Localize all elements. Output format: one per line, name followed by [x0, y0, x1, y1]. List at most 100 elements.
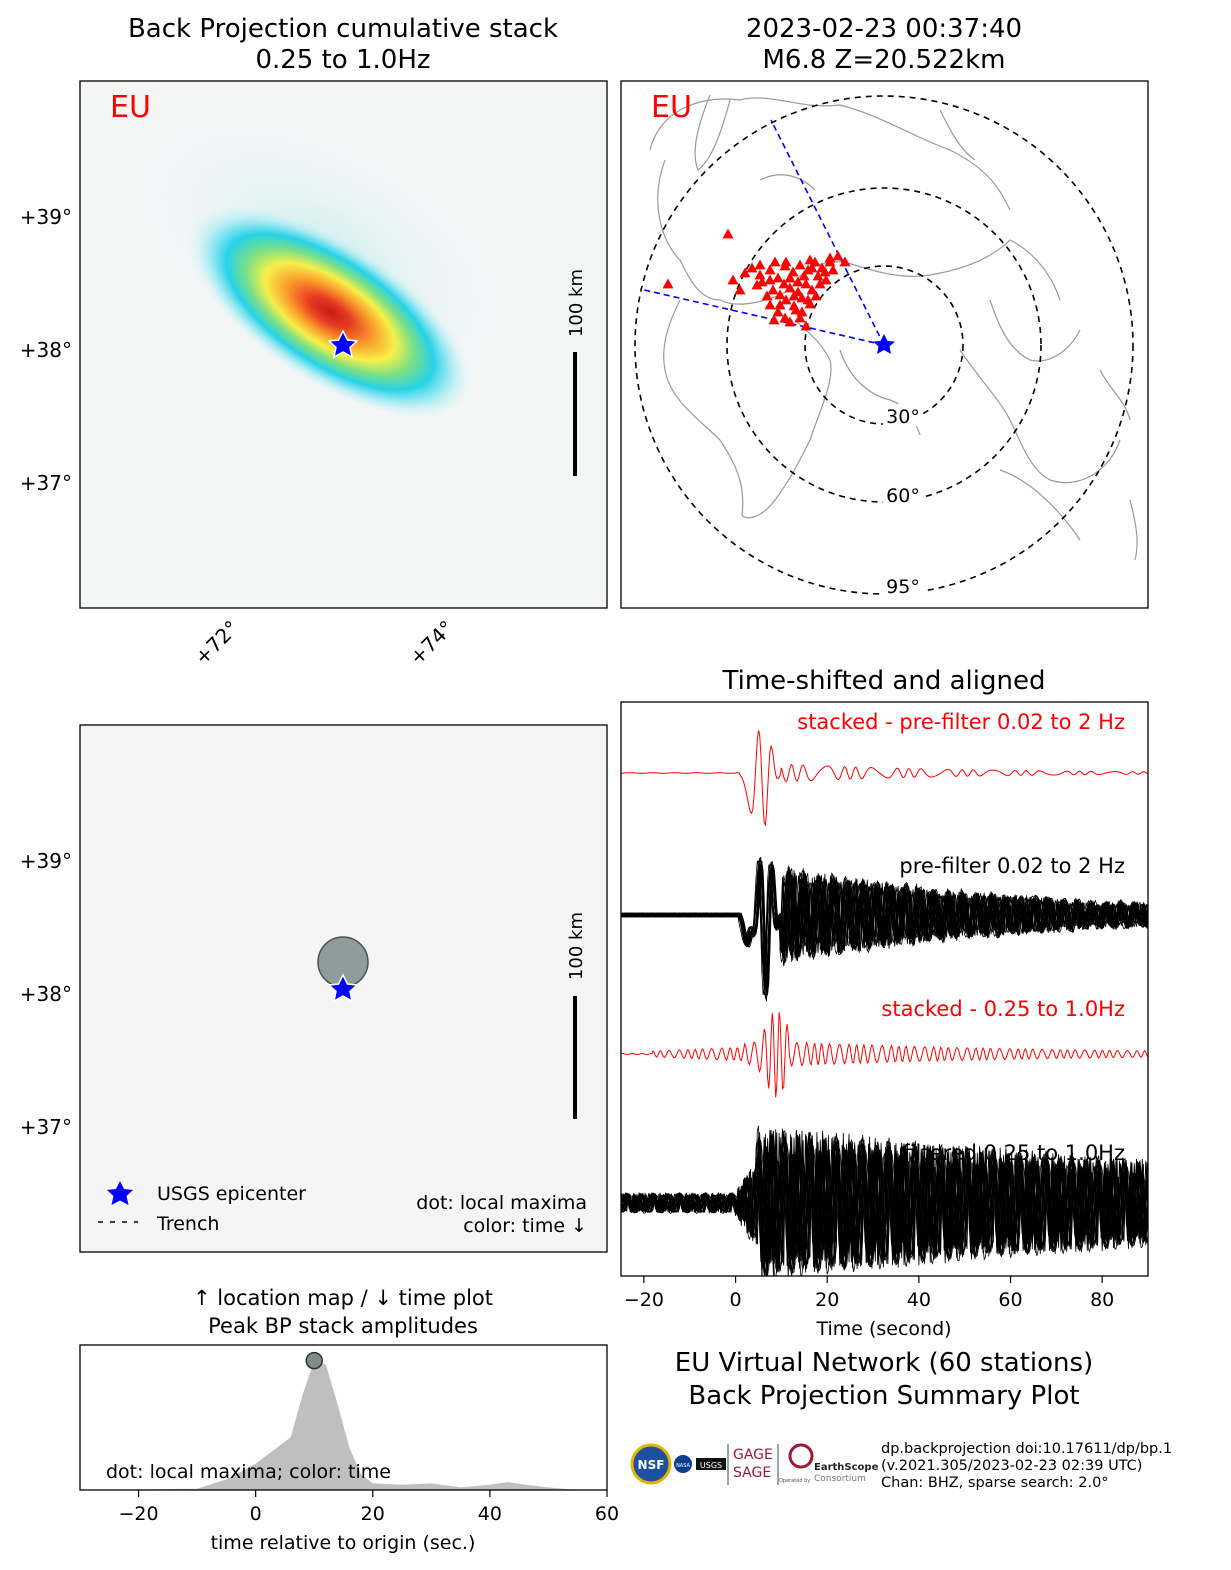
station-marker	[804, 254, 816, 265]
peak-x-axis: −20 0 20 40 60	[119, 1490, 619, 1525]
summary-block: EU Virtual Network (60 stations) Back Pr…	[630, 1348, 1172, 1491]
bp-xtick: +74°	[405, 616, 459, 670]
peak-title-1: ↑ location map / ↓ time plot	[193, 1286, 493, 1310]
info-line-3: Chan: BHZ, sparse search: 2.0°	[881, 1475, 1109, 1491]
station-marker	[827, 264, 839, 275]
consortium-logo-text: Consortium	[814, 1474, 866, 1484]
peak-local-maximum-dot	[305, 1351, 323, 1370]
station-marker	[819, 266, 831, 277]
x-tick-label: 40	[907, 1289, 931, 1311]
prefilter-trace	[621, 861, 1148, 994]
seismogram-x-axis: −20 0 20 40 60 80	[624, 1276, 1114, 1311]
nsf-logo-icon	[630, 1443, 672, 1485]
filtered-trace	[621, 1128, 1148, 1276]
station-marker	[792, 276, 804, 287]
station-marker	[764, 274, 776, 285]
x-tick-label: 80	[1090, 1289, 1114, 1311]
coastlines	[649, 94, 1138, 561]
nasa-logo-icon	[674, 1455, 692, 1473]
bp-map-panel: Back Projection cumulative stack 0.25 to…	[20, 14, 608, 670]
station-marker	[764, 299, 776, 310]
trace-label-filtered: filtered 0.25 to 1.0Hz	[902, 1141, 1125, 1165]
seismogram-panel: Time-shifted and aligned stacked - pre-f…	[620, 666, 1149, 1340]
bp-scale-label: 100 km	[566, 269, 587, 337]
peak-note: dot: local maxima; color: time	[106, 1461, 391, 1483]
station-marker	[812, 270, 824, 281]
prefilter-trace	[621, 869, 1148, 983]
loc-ytick: +37°	[20, 1115, 72, 1139]
station-marker	[772, 272, 784, 283]
bp-ytick: +38°	[20, 338, 72, 362]
x-tick-label: 20	[815, 1289, 839, 1311]
peak-xlabel: time relative to origin (sec.)	[211, 1532, 476, 1554]
x-tick-label: 60	[595, 1503, 619, 1525]
bp-map-title-2: 0.25 to 1.0Hz	[255, 45, 430, 75]
x-tick-label: 0	[730, 1289, 742, 1311]
station-marker	[784, 272, 796, 283]
bp-ytick: +37°	[20, 471, 72, 495]
info-line-1: dp.backprojection doi:10.17611/dp/bp.1	[881, 1441, 1172, 1457]
station-map-panel: 2023-02-23 00:37:40 M6.8 Z=20.522km	[620, 14, 1149, 609]
seismogram-xlabel: Time (second)	[815, 1318, 951, 1340]
x-tick-label: 20	[361, 1503, 385, 1525]
station-marker	[768, 314, 780, 325]
station-marker	[796, 306, 808, 317]
operated-by-text: Operated by	[779, 1478, 810, 1484]
station-marker	[806, 262, 818, 273]
station-marker	[798, 270, 810, 281]
station-marker	[806, 284, 818, 295]
bp-map-frame	[79, 80, 608, 609]
loc-scale-label: 100 km	[566, 912, 587, 980]
station-marker	[796, 292, 808, 303]
peak-plot-panel: ↑ location map / ↓ time plot Peak BP sta…	[79, 1286, 619, 1554]
station-marker	[814, 278, 826, 289]
station-marker	[794, 259, 806, 270]
sage-logo: SAGE	[733, 1465, 771, 1481]
station-marker	[767, 284, 779, 295]
bp-region-label: EU	[110, 90, 151, 125]
station-marker	[722, 228, 734, 239]
bp-epicenter-star	[327, 329, 359, 359]
nasa-logo-text: NASA	[676, 1463, 690, 1469]
station-marker	[769, 256, 781, 267]
summary-line-2: Back Projection Summary Plot	[688, 1381, 1079, 1411]
usgs-logo-text: USGS	[700, 1461, 722, 1470]
station-marker	[754, 269, 766, 280]
bp-xtick: +72°	[190, 616, 244, 670]
station-marker	[779, 312, 791, 323]
station-map-epicenter-star	[873, 334, 895, 354]
peak-title-2: Peak BP stack amplitudes	[208, 1314, 478, 1338]
stacked-filtered-trace	[621, 1012, 1148, 1098]
station-marker	[727, 274, 739, 285]
summary-line-1: EU Virtual Network (60 stations)	[675, 1348, 1093, 1378]
station-marker	[662, 278, 674, 289]
station-marker	[754, 259, 766, 270]
x-tick-label: 40	[478, 1503, 502, 1525]
station-marker	[788, 290, 800, 301]
station-marker	[774, 299, 786, 310]
station-marker	[820, 274, 832, 285]
gage-logo: GAGE	[733, 1447, 773, 1463]
star-icon	[107, 1181, 133, 1205]
station-marker	[780, 256, 792, 267]
station-marker	[784, 282, 796, 293]
info-line-2: (v.2021.305/2023-02-23 02:39 UTC)	[881, 1458, 1142, 1474]
loc-ytick: +39°	[20, 849, 72, 873]
station-marker	[734, 284, 746, 295]
x-tick-label: −20	[624, 1289, 664, 1311]
station-region-label: EU	[651, 90, 692, 125]
station-marker	[784, 316, 796, 327]
station-marker	[761, 290, 773, 301]
station-marker	[751, 279, 763, 290]
trace-label-stacked-filtered: stacked - 0.25 to 1.0Hz	[881, 997, 1125, 1021]
ring-label: 95°	[886, 576, 920, 598]
nsf-logo-text: NSF	[638, 1458, 665, 1472]
loc-note-1: dot: local maxima	[416, 1192, 587, 1214]
station-marker	[790, 304, 802, 315]
station-map-title-2: M6.8 Z=20.522km	[762, 45, 1005, 75]
station-marker	[739, 267, 751, 278]
station-map-frame	[620, 80, 1149, 609]
usgs-logo-icon	[696, 1458, 726, 1470]
station-marker	[794, 312, 806, 323]
legend-trench-label: Trench	[156, 1213, 219, 1235]
